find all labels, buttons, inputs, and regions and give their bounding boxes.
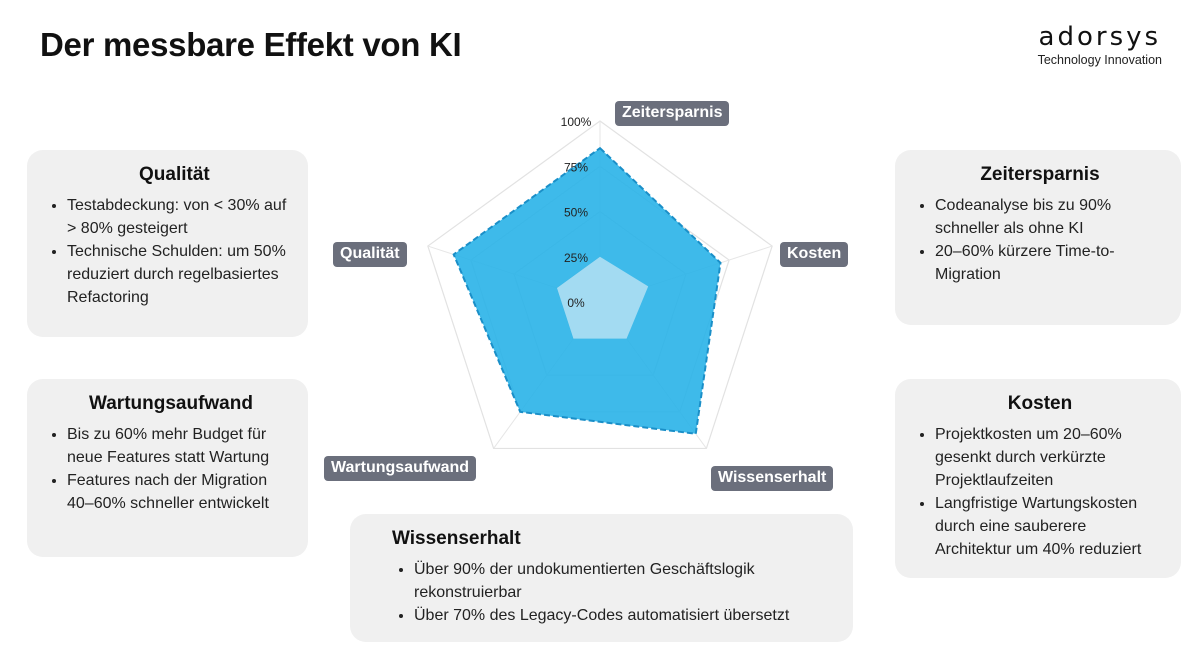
radar-grid-ring [427,120,773,450]
list-item: Technische Schulden: um 50% reduziert du… [67,240,288,309]
radar-series-area [556,256,649,339]
list-item: Bis zu 60% mehr Budget für neue Features… [67,423,288,469]
list-item: Codeanalyse bis zu 90% schneller als ohn… [935,194,1161,240]
logo-wordmark: adorsys [1038,22,1162,52]
bullet-list: Testabdeckung: von < 30% auf > 80% geste… [51,194,288,309]
card-title: Wartungsaufwand [89,393,253,414]
axis-label-kosten: Kosten [780,242,849,267]
bullet-list: Projektkosten um 20–60% gesenkt durch ve… [919,423,1161,561]
list-item: 20–60% kürzere Time-to-Migration [935,240,1161,286]
card-zeitersparnis: Zeitersparnis Codeanalyse bis zu 90% sch… [895,150,1181,325]
card-wartungsaufwand: Wartungsaufwand Bis zu 60% mehr Budget f… [27,379,308,557]
adorsys-logo: adorsys Technology Innovation [1038,24,1162,67]
axis-label-qualitaet: Qualität [333,242,407,267]
radar-tick-label: 50% [564,206,588,220]
card-title: Wissenserhalt [392,528,521,549]
list-item: Testabdeckung: von < 30% auf > 80% geste… [67,194,288,240]
bullet-list: Über 90% der undokumentierten Geschäftsl… [374,558,833,627]
bullet-list: Bis zu 60% mehr Budget für neue Features… [51,423,288,515]
card-qualitaet: Qualität Testabdeckung: von < 30% auf > … [27,150,308,337]
list-item: Features nach der Migration 40–60% schne… [67,469,288,515]
list-item: Über 90% der undokumentierten Geschäftsl… [414,558,833,604]
card-kosten: Kosten Projektkosten um 20–60% gesenkt d… [895,379,1181,578]
radar-tick-label: 100% [561,115,592,129]
radar-tick-label: 25% [564,251,588,265]
radar-tick-label: 0% [567,296,585,310]
list-item: Langfristige Wartungskosten durch eine s… [935,492,1161,561]
axis-label-wissenserhalt: Wissenserhalt [711,466,834,491]
list-item: Über 70% des Legacy-Codes automatisiert … [414,604,833,627]
axis-label-zeitersparnis: Zeitersparnis [615,101,730,126]
card-title: Kosten [1007,393,1073,414]
logo-subtitle: Technology Innovation [1037,53,1162,67]
card-title: Zeitersparnis [980,164,1100,185]
bullet-list: Codeanalyse bis zu 90% schneller als ohn… [919,194,1161,286]
card-wissenserhalt: Wissenserhalt Über 90% der undokumentier… [350,514,853,642]
radar-tick-label: 75% [564,160,588,174]
page-title: Der messbare Effekt von KI [40,26,462,63]
list-item: Projektkosten um 20–60% gesenkt durch ve… [935,423,1161,492]
card-title: Qualität [139,164,210,185]
axis-label-wartungsaufwand: Wartungsaufwand [324,456,477,481]
